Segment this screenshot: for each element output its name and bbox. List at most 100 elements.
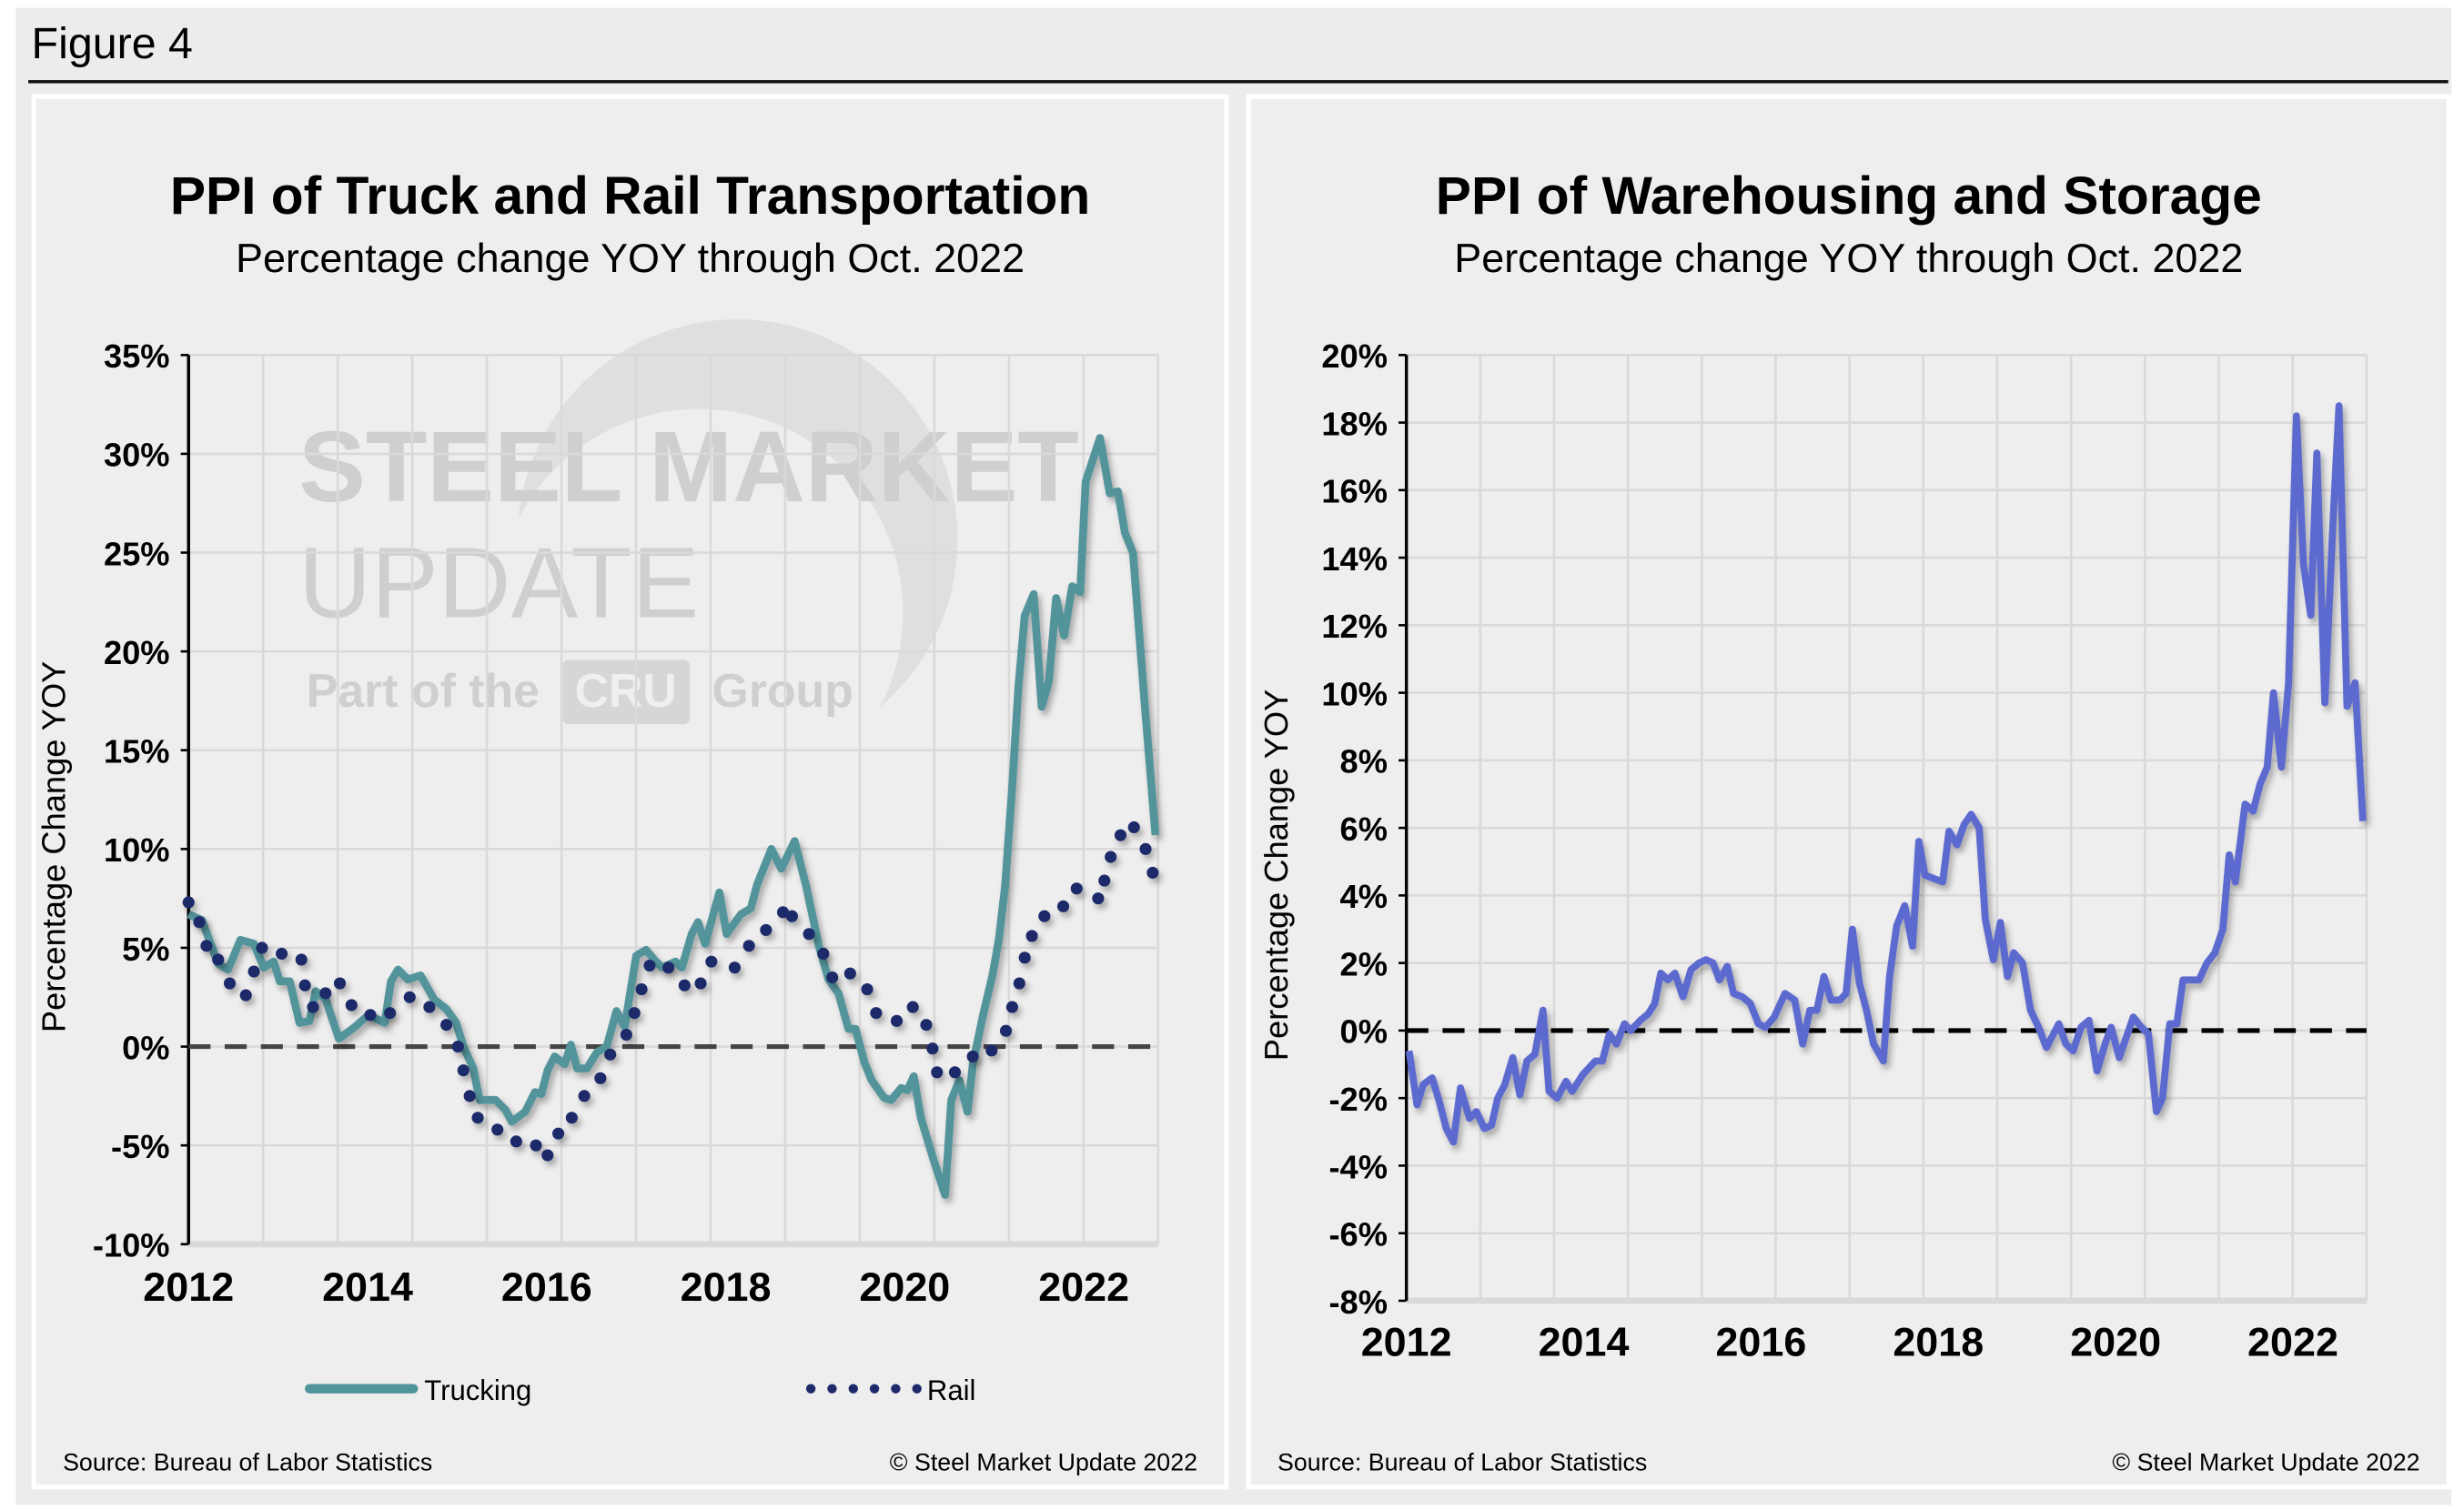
rail-data-point [552,1127,565,1140]
y-tick-label: 15% [104,733,170,770]
rail-data-point [276,947,288,961]
y-tick-label: 25% [104,535,170,572]
y-tick-label: 35% [104,337,170,375]
y-tick-label: -4% [1328,1148,1387,1185]
copyright-note: © Steel Market Update 2022 [889,1450,1197,1477]
x-tick-label: 2014 [1539,1318,1630,1364]
x-tick-label: 2012 [143,1263,234,1310]
rail-data-point [1127,820,1140,834]
rail-data-point [694,977,707,990]
rail-data-point [678,979,691,992]
rail-data-point [620,1028,632,1042]
rail-data-point [457,1064,470,1077]
rail-data-point [920,1019,933,1032]
legend-rail-swatch-dot [805,1384,816,1394]
rail-data-point [803,928,815,941]
rail-data-point [604,1048,617,1061]
rail-data-point [1105,851,1117,863]
y-tick-label: 5% [122,931,169,968]
rail-data-point [471,1112,484,1124]
rail-data-point [999,1024,1013,1037]
y-tick-label: 10% [1321,675,1388,712]
x-tick-label: 2014 [322,1263,413,1310]
rail-data-point [319,987,332,1000]
rail-data-point [817,947,830,961]
rail-data-point [776,906,790,919]
rail-data-point [760,923,773,936]
x-tick-label: 2012 [1361,1318,1452,1364]
x-tick-label: 2016 [501,1263,592,1310]
legend-rail-swatch-dot [827,1384,837,1394]
rail-data-point [662,961,675,974]
rail-data-point [541,1149,554,1162]
y-tick-label: 18% [1321,405,1388,442]
y-tick-label: -6% [1328,1216,1387,1253]
y-tick-label: 6% [1340,810,1388,848]
rail-data-point [510,1135,522,1148]
rail-data-point [403,991,416,1003]
rail-data-point [423,1001,436,1013]
rail-data-point [212,953,225,966]
series-rail [182,820,1159,1162]
rail-data-point [1098,874,1111,887]
rail-data-point [1025,930,1038,942]
y-tick-label: -2% [1328,1081,1387,1118]
rail-data-point [1114,829,1127,841]
rail-data-point [1070,882,1083,895]
rail-data-point [565,1112,578,1124]
y-tick-label: 14% [1321,540,1388,578]
copyright-note: © Steel Market Update 2022 [2112,1450,2420,1477]
legend-rail-label: Rail [927,1374,976,1406]
rail-data-point [1018,951,1031,964]
rail-data-point [295,953,308,966]
rail-data-point [1139,842,1152,855]
rail-data-point [384,1007,397,1020]
rail-data-point [628,1007,641,1020]
rail-data-point [826,971,839,984]
rail-data-point [906,1001,919,1013]
x-tick-label: 2020 [2070,1318,2161,1364]
legend-rail-swatch-dot [891,1384,901,1394]
y-tick-label: -5% [111,1128,169,1165]
rail-data-point [843,967,856,980]
chart-title: PPI of Warehousing and Storage [1435,166,2262,226]
x-tick-label: 2018 [681,1263,772,1310]
rail-data-point [256,941,268,954]
rail-data-point [890,1014,904,1027]
y-tick-label: 8% [1340,743,1388,780]
rail-data-point [728,961,741,974]
rail-data-point [1005,1001,1018,1013]
source-note: Source: Bureau of Labor Statistics [1277,1450,1648,1477]
y-tick-label: 16% [1321,473,1388,510]
series-line [187,434,1160,1199]
y-tick-label: 4% [1340,878,1388,915]
series-warehousing [1405,402,2367,1146]
x-tick-label: 2022 [1038,1263,1129,1310]
rail-data-point [594,1072,607,1084]
rail-data-point [1013,977,1025,990]
rail-data-point [200,940,213,952]
rail-data-point [785,910,798,922]
rail-data-point [966,1050,979,1062]
y-tick-label: -10% [93,1227,170,1264]
watermark-crescent-icon [518,319,958,708]
rail-data-point [870,1007,883,1020]
rail-data-point [193,916,206,929]
rail-data-point [440,1019,453,1032]
rail-data-point [742,940,755,952]
chart-title: PPI of Truck and Rail Transportation [169,166,1091,226]
x-tick-label: 2020 [859,1263,950,1310]
rail-data-point [491,1123,504,1136]
figure-divider [28,80,2449,84]
rail-data-point [345,999,358,1012]
rail-data-point [1146,866,1159,879]
chart-1: -8% -6% -4% -2% 0% 2% 4% 6% 8% 10% 12% 14% 16% 18% 20%… [1257,337,2368,1364]
rail-data-point [530,1139,542,1152]
series-line [1405,402,2367,1146]
y-axis-label: Percentage Change YOY [1257,690,1295,1061]
x-tick-label: 2022 [2247,1318,2338,1364]
rail-data-point [333,977,347,990]
rail-data-point [247,965,260,978]
rail-data-point [463,1090,476,1102]
